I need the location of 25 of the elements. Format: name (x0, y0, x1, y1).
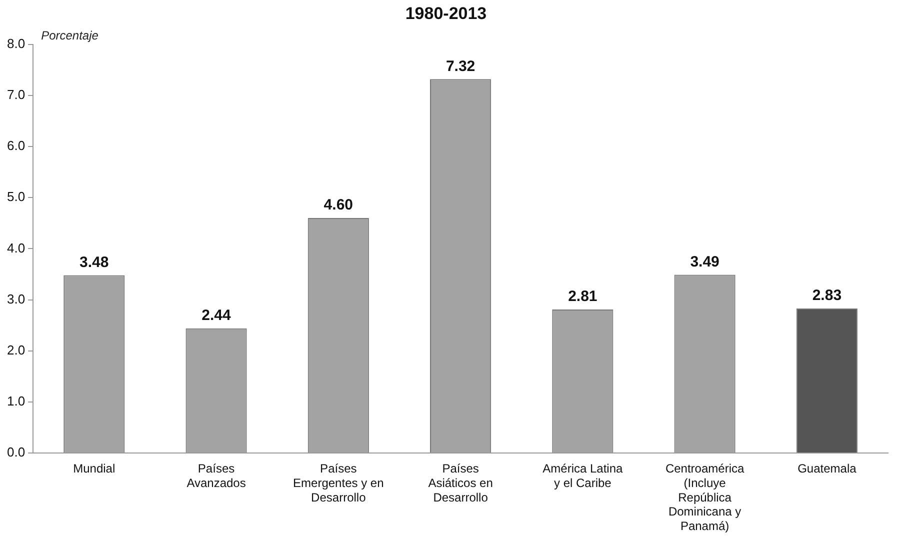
data-label: 3.49 (690, 253, 720, 270)
y-tick-label: 7.0 (6, 87, 26, 102)
x-tick-label: Guatemala (798, 462, 857, 476)
x-tick-label: América Latina y el Caribe (542, 462, 624, 490)
data-label: 7.32 (446, 58, 476, 75)
data-label: 2.83 (812, 287, 842, 304)
y-tick-label: 8.0 (6, 36, 26, 51)
y-tick-label: 0.0 (6, 444, 26, 460)
y-tick-label: 5.0 (6, 189, 26, 204)
y-tick-label: 6.0 (6, 138, 26, 154)
y-tick-label: 4.0 (6, 240, 26, 256)
x-tick-label: Centroamérica (Incluye República Dominicana y Panamá) (665, 462, 744, 534)
data-label: 3.48 (80, 254, 109, 271)
x-tick-label: Países Emergentes y en Desarrollo (293, 462, 384, 504)
x-tick-label: Países Asiáticos en Desarrollo (428, 462, 493, 504)
data-label: 4.60 (324, 196, 354, 214)
data-label: 2.81 (568, 288, 598, 306)
chart-title: 1980-2013 (405, 4, 487, 23)
data-label: 2.44 (202, 307, 232, 324)
x-tick-label: Países Avanzados (186, 462, 246, 490)
y-axis-title: Porcentaje (41, 28, 99, 43)
y-tick-label: 3.0 (6, 291, 26, 306)
x-tick-label: Mundial (73, 462, 116, 476)
y-tick-label: 2.0 (6, 342, 26, 358)
y-tick-label: 1.0 (6, 394, 26, 409)
